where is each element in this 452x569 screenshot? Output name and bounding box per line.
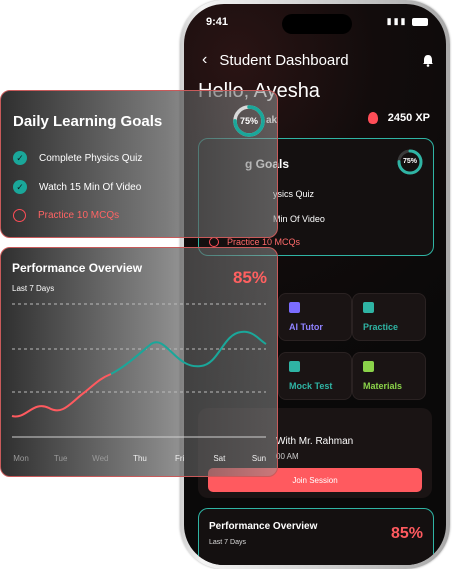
x-tick-label: Wed	[92, 454, 108, 463]
xp-badge: 2450 XP	[367, 112, 430, 124]
robot-icon	[289, 302, 300, 313]
xp-value: 2450 XP	[387, 112, 430, 124]
x-tick-label: Mon	[13, 454, 29, 463]
book-icon	[363, 361, 374, 372]
performance-title: Performance Overview	[209, 521, 318, 532]
session-time: 00 AM	[276, 452, 299, 461]
back-icon[interactable]: ‹	[202, 51, 208, 68]
goal-label: Practice 10 MCQs	[38, 210, 120, 221]
x-tick-label: Fri	[175, 454, 185, 463]
goals-title: Daily Learning Goals	[13, 113, 163, 130]
ai-tutor-tile[interactable]: AI Tutor	[278, 293, 352, 341]
signal-icon: ▮▮▮	[386, 16, 408, 26]
session-teacher: With Mr. Rahman	[276, 436, 354, 447]
dynamic-island	[282, 14, 352, 34]
performance-percent: 85%	[390, 525, 423, 542]
goal-item: Min Of Video	[273, 214, 325, 224]
mock-test-tile[interactable]: Mock Test	[278, 352, 352, 400]
goal-item-complete[interactable]: ✓ Watch 15 Min Of Video	[13, 180, 141, 194]
materials-tile[interactable]: Materials	[352, 352, 426, 400]
x-tick-label: Thu	[133, 454, 147, 463]
flame-icon	[367, 112, 378, 124]
performance-line-chart: Mon Tue Wed Thu Fri Sat Sun	[11, 303, 267, 463]
battery-icon	[412, 17, 428, 26]
goal-item-complete[interactable]: ✓ Complete Physics Quiz	[13, 151, 142, 165]
goals-percent: 75%	[402, 158, 417, 165]
unchecked-icon	[13, 209, 26, 222]
performance-subtitle: Last 7 Days	[12, 284, 55, 293]
goal-label: Practice 10 MCQs	[227, 237, 301, 247]
x-tick-label: Tue	[54, 454, 68, 463]
page-title: Student Dashboard	[219, 51, 349, 69]
floating-goals-card: Daily Learning Goals 75% ✓ Complete Phys…	[0, 90, 278, 238]
tile-label: Materials	[363, 381, 403, 391]
tile-label: Mock Test	[289, 381, 333, 391]
floating-performance-card: Performance Overview Last 7 Days 85% Mon…	[0, 247, 278, 477]
performance-title: Performance Overview	[12, 261, 143, 275]
goal-item-pending[interactable]: Practice 10 MCQs	[209, 237, 300, 247]
x-tick-label: Sat	[213, 454, 226, 463]
bell-icon[interactable]	[422, 54, 434, 67]
goals-percent: 75%	[239, 116, 258, 126]
goals-progress-ring: 75%	[232, 104, 266, 138]
practice-tile[interactable]: Practice	[352, 293, 426, 341]
goal-label: Complete Physics Quiz	[39, 152, 143, 164]
check-icon: ✓	[13, 180, 27, 194]
performance-percent: 85%	[232, 268, 267, 287]
clipboard-icon	[289, 361, 300, 372]
goal-item: ysics Quiz	[273, 189, 315, 199]
goals-progress-ring: 75%	[397, 149, 423, 175]
x-tick-label: Sun	[252, 454, 266, 463]
performance-subtitle: Last 7 Days	[209, 539, 246, 546]
goal-item-pending[interactable]: Practice 10 MCQs	[13, 209, 119, 222]
tile-label: AI Tutor	[289, 322, 323, 332]
unchecked-icon	[209, 237, 219, 247]
tile-label: Practice	[363, 322, 399, 332]
app-bar: ‹ Student Dashboard	[202, 48, 434, 72]
goal-label: Watch 15 Min Of Video	[39, 181, 142, 193]
trend-line-red	[11, 373, 112, 418]
performance-card[interactable]: Performance Overview Last 7 Days 85%	[198, 508, 434, 565]
status-icons: ▮▮▮	[387, 16, 428, 27]
practice-icon	[363, 302, 374, 313]
status-time: 9:41	[206, 16, 229, 28]
x-axis-labels: Mon Tue Wed Thu Fri Sat Sun	[13, 454, 266, 463]
check-icon: ✓	[13, 151, 27, 165]
trend-line-teal	[110, 330, 267, 375]
